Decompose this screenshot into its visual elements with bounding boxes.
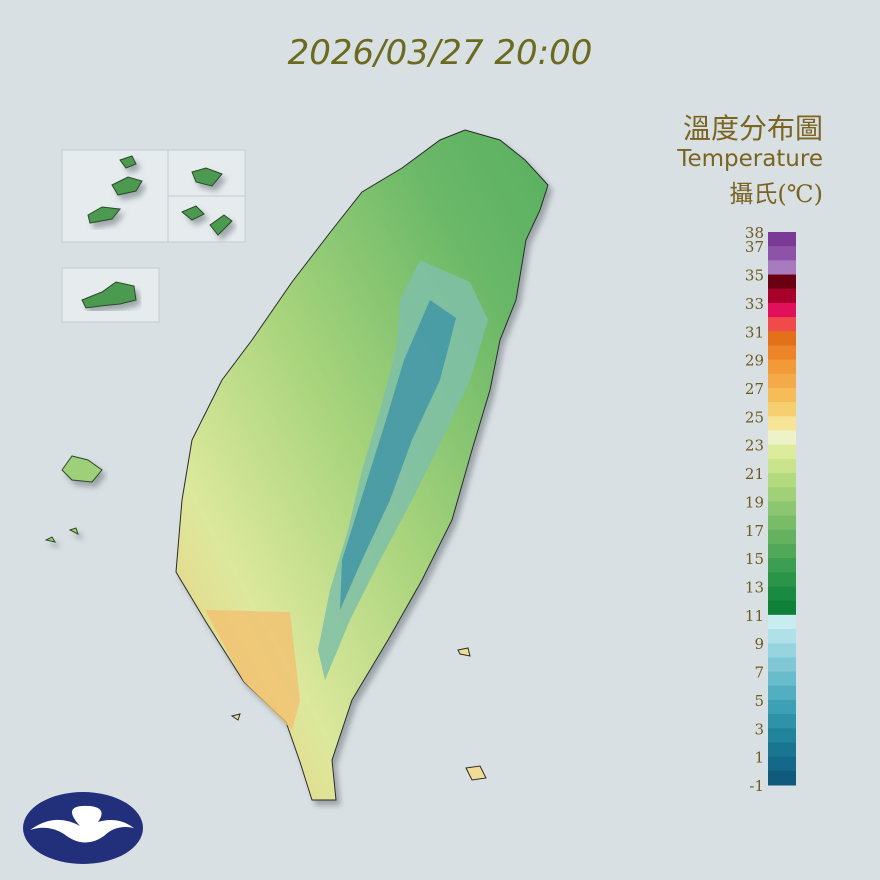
color-cell — [768, 572, 796, 587]
tick-label: 23 — [745, 437, 764, 455]
tick-label: 29 — [745, 352, 764, 370]
color-cell — [768, 728, 796, 743]
tick-label: 35 — [745, 267, 764, 285]
tick-label: 33 — [745, 295, 764, 313]
color-cell — [768, 246, 796, 261]
color-cell — [768, 302, 796, 318]
color-cell — [768, 487, 796, 502]
color-cell — [768, 685, 796, 701]
color-cell — [768, 657, 796, 673]
island — [181, 167, 233, 236]
tick-label: 11 — [745, 607, 764, 625]
color-cell — [768, 317, 796, 332]
color-cell — [768, 586, 796, 602]
tick-label: 3 — [754, 720, 764, 738]
color-cell — [768, 699, 796, 715]
color-cell — [768, 756, 796, 772]
inset-islands — [44, 149, 246, 543]
tick-label: 7 — [754, 664, 764, 682]
color-cell — [768, 416, 796, 432]
tick-label: 19 — [745, 493, 764, 511]
legend-subtitle: Temperature — [676, 146, 823, 172]
tick-label: 37 — [745, 238, 764, 256]
color-cell — [768, 430, 796, 446]
tick-label: 1 — [754, 749, 764, 767]
tick-label: 5 — [754, 692, 764, 710]
islet — [230, 647, 487, 781]
color-cell — [768, 444, 796, 460]
color-cell — [768, 260, 796, 276]
tick-label: 17 — [745, 522, 764, 540]
color-cell — [768, 614, 796, 630]
color-cell — [768, 359, 796, 375]
color-cell — [768, 473, 796, 488]
taiwan-map — [175, 129, 549, 801]
tick-label: 13 — [745, 578, 764, 596]
color-cell — [768, 558, 796, 573]
color-cell — [768, 288, 796, 304]
mountain-peaks — [340, 300, 456, 610]
timestamp: 2026/03/27 20:00 — [288, 33, 593, 73]
color-cell — [768, 232, 796, 247]
color-cell — [768, 529, 796, 545]
tick-label: 31 — [745, 323, 764, 341]
tick-label: 9 — [754, 635, 764, 653]
logo-swirl — [30, 805, 134, 843]
island — [44, 455, 103, 543]
color-cell — [768, 274, 796, 290]
logo — [23, 792, 143, 864]
legend-unit: 攝氏(℃) — [729, 180, 823, 208]
color-cell — [768, 770, 796, 786]
island — [81, 281, 137, 309]
color-cell — [768, 629, 796, 644]
color-cell — [768, 714, 796, 729]
color-cell — [768, 373, 796, 389]
color-cell — [768, 643, 796, 658]
legend-title: 溫度分布圖 — [683, 112, 823, 145]
color-cell — [768, 402, 796, 417]
color-cell — [768, 458, 796, 474]
tick-label: 21 — [745, 465, 764, 483]
color-cell — [768, 501, 796, 517]
tick-label: -1 — [749, 777, 764, 795]
tick-label: 38 — [745, 224, 764, 242]
color-cell — [768, 515, 796, 531]
color-cell — [768, 345, 796, 361]
color-cell — [768, 331, 796, 346]
color-cell — [768, 742, 796, 758]
legend: 溫度分布圖 Temperature 攝氏(℃) 3837353331292725… — [676, 112, 823, 795]
tick-label: 27 — [745, 380, 764, 398]
color-cell — [768, 543, 796, 559]
tick-label: 25 — [745, 408, 764, 426]
color-cell — [768, 671, 796, 687]
mountain-range — [318, 260, 488, 680]
color-cell — [768, 387, 796, 403]
color-cell — [768, 600, 796, 616]
island — [87, 155, 143, 224]
tick-label: 15 — [745, 550, 764, 568]
southern-plain — [205, 610, 300, 730]
